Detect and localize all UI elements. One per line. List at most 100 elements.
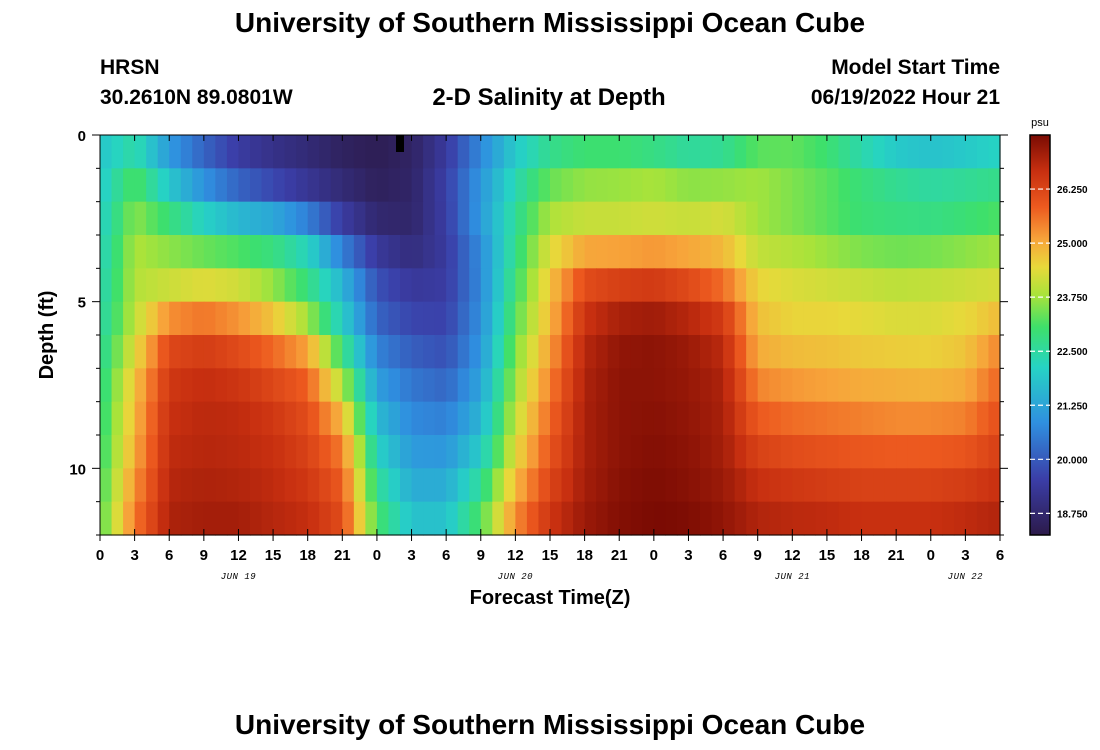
heatmap-cell	[538, 368, 551, 403]
heatmap-cell	[965, 401, 978, 436]
heatmap-cell	[723, 268, 736, 303]
heatmap-cell	[134, 401, 147, 436]
heatmap-cell	[734, 268, 747, 303]
heatmap-cell	[965, 435, 978, 469]
x-tick-label: 12	[507, 547, 524, 564]
heatmap-cell	[711, 368, 724, 403]
heatmap-cell	[919, 501, 932, 536]
heatmap-cell	[319, 201, 332, 236]
x-tick-label: 18	[853, 547, 870, 564]
heatmap-cell	[319, 168, 332, 203]
heatmap-cell	[238, 368, 251, 403]
heatmap-cell	[526, 268, 540, 303]
heatmap-cell	[515, 135, 528, 169]
heatmap-cell	[873, 135, 886, 169]
heatmap-cell	[769, 468, 782, 503]
heatmap-cell	[342, 368, 355, 403]
heatmap-cell	[238, 235, 251, 269]
heatmap-cell	[815, 501, 828, 536]
station-name: HRSN	[100, 56, 160, 79]
heatmap-cell	[803, 335, 816, 369]
heatmap-cell	[330, 435, 343, 469]
heatmap-cell	[896, 335, 909, 369]
heatmap-cell	[526, 201, 540, 236]
heatmap-cell	[826, 368, 840, 403]
heatmap-cell	[123, 335, 136, 369]
heatmap-cell	[238, 335, 251, 369]
heatmap-cell	[653, 501, 666, 536]
heatmap-cell	[111, 268, 124, 303]
heatmap-cell	[700, 235, 713, 269]
heatmap-cell	[365, 168, 378, 203]
heatmap-cell	[607, 401, 620, 436]
heatmap-cell	[169, 168, 182, 203]
heatmap-cell	[711, 335, 724, 369]
heatmap-cell	[630, 435, 643, 469]
heatmap-cell	[653, 201, 666, 236]
heatmap-cell	[238, 268, 251, 303]
heatmap-cell	[353, 201, 366, 236]
heatmap-cell	[100, 235, 113, 269]
heatmap-cell	[100, 201, 113, 236]
heatmap-cell	[296, 435, 309, 469]
heatmap-cell	[307, 501, 320, 536]
heatmap-cell	[884, 268, 897, 303]
heatmap-cell	[792, 135, 805, 169]
heatmap-cell	[596, 301, 609, 336]
heatmap-cell	[123, 268, 136, 303]
heatmap-cell	[111, 235, 124, 269]
heatmap-cell	[596, 135, 609, 169]
heatmap-cell	[146, 301, 159, 336]
heatmap-cell	[896, 135, 909, 169]
heatmap-cell	[123, 235, 136, 269]
heatmap-cell	[146, 401, 159, 436]
heatmap-cell	[665, 401, 678, 436]
heatmap-cell	[538, 501, 551, 536]
heatmap-cell	[930, 368, 943, 403]
heatmap-cell	[873, 235, 886, 269]
heatmap-cell	[180, 301, 193, 336]
heatmap-cell	[700, 368, 713, 403]
heatmap-cell	[838, 401, 851, 436]
heatmap-cell	[665, 368, 678, 403]
heatmap-cell	[157, 368, 170, 403]
heatmap-cell	[423, 268, 436, 303]
heatmap-cell	[411, 235, 424, 269]
heatmap-cell	[619, 468, 632, 503]
heatmap-cell	[180, 268, 193, 303]
heatmap-cell	[596, 268, 609, 303]
heatmap-cell	[873, 201, 886, 236]
colorbar-tick-label: 25.000	[1057, 239, 1088, 250]
heatmap-cell	[653, 168, 666, 203]
heatmap-cell	[988, 401, 1001, 436]
heatmap-cell	[642, 201, 655, 236]
heatmap-cell	[492, 201, 505, 236]
heatmap-cell	[180, 201, 193, 236]
heatmap-cell	[434, 435, 447, 469]
heatmap-cell	[919, 468, 932, 503]
heatmap-cell	[988, 135, 1001, 169]
heatmap-cell	[434, 368, 447, 403]
heatmap-cell	[700, 135, 713, 169]
heatmap-cell	[861, 335, 874, 369]
heatmap-cell	[226, 501, 240, 536]
heatmap-cell	[480, 468, 493, 503]
heatmap-cell	[480, 201, 493, 236]
heatmap-cell	[850, 135, 863, 169]
heatmap-cell	[411, 168, 424, 203]
heatmap-cell	[226, 268, 240, 303]
heatmap-cell	[619, 435, 632, 469]
heatmap-cell	[550, 335, 563, 369]
model-start-value: 06/19/2022 Hour 21	[810, 86, 1000, 109]
heatmap-cell	[226, 368, 240, 403]
heatmap-cell	[838, 168, 851, 203]
heatmap-cell	[873, 435, 886, 469]
heatmap-cell	[953, 435, 966, 469]
heatmap-cell	[469, 301, 482, 336]
heatmap-cell	[907, 168, 920, 203]
heatmap-cell	[146, 268, 159, 303]
heatmap-cell	[723, 468, 736, 503]
heatmap-cell	[192, 435, 205, 469]
heatmap-cell	[111, 368, 124, 403]
heatmap-cell	[953, 268, 966, 303]
